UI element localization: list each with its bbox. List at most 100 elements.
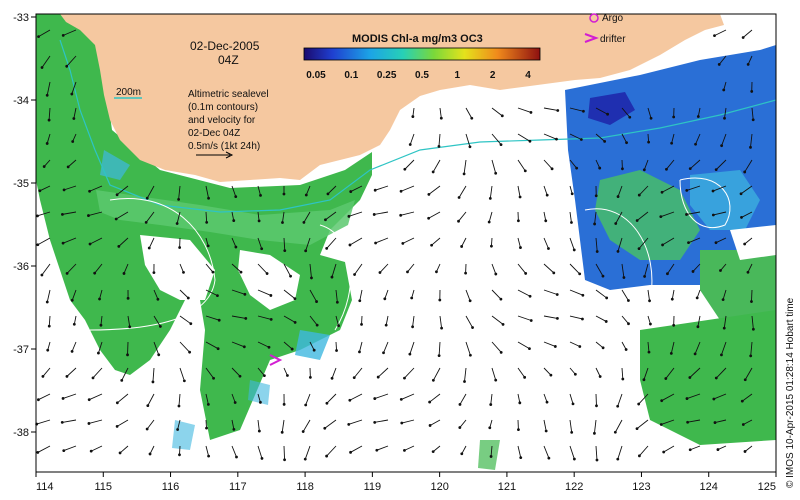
x-tick-label: 117 bbox=[229, 481, 247, 493]
velocity-vector bbox=[429, 419, 441, 426]
velocity-vector-head bbox=[740, 216, 743, 219]
velocity-vector-head bbox=[238, 374, 242, 378]
velocity-vector-head bbox=[570, 430, 574, 434]
velocity-vector-head bbox=[310, 276, 313, 280]
velocity-vector-head bbox=[720, 353, 723, 357]
velocity-vector bbox=[283, 315, 296, 323]
velocity-vector-head bbox=[751, 327, 755, 331]
velocity-vector-head bbox=[601, 346, 605, 350]
velocity-vector-head bbox=[383, 297, 387, 301]
velocity-vector-head bbox=[635, 427, 639, 430]
velocity-vector-head bbox=[325, 246, 329, 250]
velocity-vector-head bbox=[400, 421, 404, 425]
velocity-vector-head bbox=[281, 221, 284, 224]
velocity-vector bbox=[636, 211, 649, 221]
velocity-vector bbox=[543, 367, 552, 376]
velocity-vector bbox=[663, 445, 675, 453]
velocity-vector bbox=[461, 237, 467, 247]
velocity-vector-head bbox=[614, 222, 618, 225]
velocity-vector bbox=[491, 315, 504, 325]
velocity-vector bbox=[717, 445, 727, 450]
velocity-vector-head bbox=[529, 111, 533, 114]
colorbar-tick-label: 0.05 bbox=[306, 70, 326, 81]
velocity-vector-head bbox=[642, 378, 646, 382]
velocity-vector-head bbox=[115, 424, 119, 428]
velocity-vector-head bbox=[691, 270, 695, 273]
argo-label: Argo bbox=[602, 13, 624, 24]
velocity-vector bbox=[517, 315, 532, 321]
colorbar-tick-label: 2 bbox=[490, 70, 496, 81]
velocity-vector-head bbox=[622, 276, 626, 279]
velocity-vector bbox=[73, 315, 77, 325]
velocity-vector-head bbox=[88, 189, 92, 193]
velocity-vector bbox=[431, 237, 441, 246]
velocity-vector bbox=[690, 445, 701, 451]
velocity-vector bbox=[89, 185, 103, 192]
velocity-vector-head bbox=[578, 345, 582, 348]
velocity-vector-head bbox=[325, 401, 329, 405]
velocity-vector-head bbox=[437, 145, 441, 148]
velocity-vector-head bbox=[216, 347, 220, 351]
velocity-vector-head bbox=[152, 271, 156, 275]
velocity-vector bbox=[743, 419, 753, 425]
velocity-vector bbox=[621, 341, 627, 350]
velocity-vector bbox=[350, 185, 363, 192]
velocity-vector-head bbox=[403, 448, 406, 452]
velocity-vector-head bbox=[97, 351, 100, 355]
velocity-vector-head bbox=[36, 398, 40, 402]
velocity-vector bbox=[349, 393, 363, 401]
sealevel-line-4: 02-Dec 04Z bbox=[188, 128, 240, 139]
velocity-vector-head bbox=[746, 62, 750, 66]
velocity-vector-head bbox=[62, 188, 66, 192]
velocity-vector-head bbox=[411, 325, 414, 329]
velocity-vector-head bbox=[440, 326, 444, 330]
velocity-vector bbox=[309, 315, 318, 326]
velocity-vector bbox=[670, 341, 675, 354]
velocity-vector-head bbox=[384, 323, 388, 327]
velocity-vector bbox=[569, 289, 584, 296]
velocity-vector-head bbox=[99, 323, 103, 327]
velocity-vector-head bbox=[740, 399, 744, 403]
velocity-vector-head bbox=[330, 376, 334, 380]
velocity-vector-head bbox=[722, 88, 726, 92]
velocity-vector bbox=[67, 159, 77, 168]
velocity-vector-head bbox=[717, 63, 721, 66]
velocity-vector bbox=[257, 289, 272, 296]
velocity-vector-head bbox=[325, 454, 329, 458]
velocity-vector-head bbox=[460, 245, 464, 248]
velocity-vector bbox=[686, 185, 701, 191]
velocity-vector-head bbox=[293, 297, 297, 300]
velocity-vector bbox=[400, 211, 415, 216]
velocity-vector bbox=[62, 237, 77, 244]
velocity-vector-head bbox=[572, 248, 576, 252]
velocity-vector bbox=[490, 445, 493, 457]
velocity-vector-head bbox=[304, 403, 308, 407]
credit-text: © IMOS 10-Apr-2015 01:28:14 Hobart time bbox=[785, 297, 796, 488]
velocity-vector bbox=[543, 315, 558, 319]
velocity-vector-head bbox=[743, 450, 747, 453]
velocity-vector-head bbox=[431, 450, 435, 454]
velocity-vector-head bbox=[711, 189, 715, 193]
velocity-vector bbox=[639, 445, 649, 457]
velocity-vector bbox=[744, 237, 753, 245]
velocity-vector-head bbox=[523, 375, 527, 379]
velocity-vector-head bbox=[126, 296, 130, 300]
velocity-vector-head bbox=[628, 115, 632, 119]
velocity-vector bbox=[595, 133, 605, 142]
velocity-vector bbox=[47, 341, 51, 351]
velocity-vector-head bbox=[672, 115, 676, 119]
velocity-vector-head bbox=[635, 219, 639, 222]
velocity-vector bbox=[459, 419, 467, 428]
velocity-vector-head bbox=[360, 323, 363, 326]
velocity-vector-head bbox=[621, 167, 624, 171]
velocity-vector-head bbox=[696, 115, 700, 118]
velocity-vector bbox=[751, 289, 753, 302]
velocity-vector-head bbox=[289, 274, 292, 278]
velocity-vector-head bbox=[598, 375, 602, 378]
velocity-vector bbox=[350, 445, 363, 453]
velocity-vector-head bbox=[688, 167, 692, 171]
velocity-vector-head bbox=[283, 249, 287, 253]
velocity-vector bbox=[41, 263, 51, 276]
velocity-vector bbox=[461, 445, 467, 454]
